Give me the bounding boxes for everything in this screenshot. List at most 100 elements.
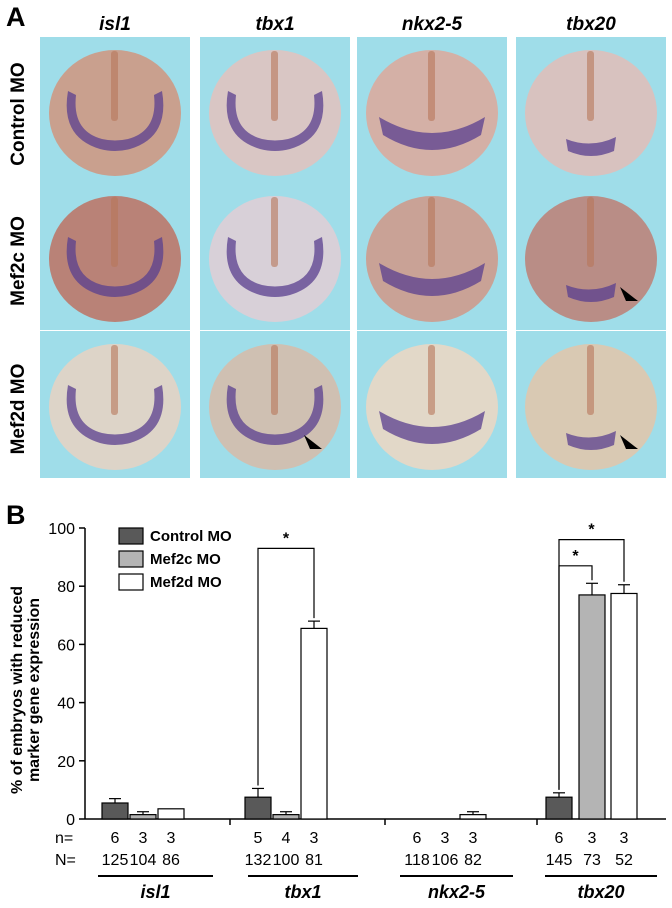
n-value: 5 (254, 830, 263, 847)
bar (101, 802, 129, 820)
significance-star: * (283, 530, 290, 547)
significance-bracket (257, 547, 315, 786)
n-value: 3 (441, 830, 450, 847)
panel-b-letter: B (6, 500, 26, 530)
n-value: 6 (413, 830, 422, 847)
neural-groove (111, 51, 118, 121)
column-header-nkx2-5: nkx2-5 (401, 14, 463, 35)
neural-groove (428, 197, 435, 267)
bar (610, 592, 638, 820)
N-value: 52 (615, 852, 633, 869)
n-value: 6 (555, 830, 564, 847)
embryo-image (200, 183, 350, 330)
gene-label: tbx20 (577, 882, 624, 902)
N-value: 81 (305, 852, 323, 869)
bar (300, 627, 328, 820)
marker-stain (226, 237, 324, 297)
N-label: N= (55, 852, 76, 869)
y-tick-label: 0 (66, 812, 75, 829)
n-value: 3 (588, 830, 597, 847)
column-header-tbx1: tbx1 (255, 14, 295, 35)
significance-bracket (558, 539, 625, 790)
n-value: 4 (282, 830, 291, 847)
bar (272, 814, 300, 820)
marker-stain (66, 91, 164, 151)
gene-label: tbx1 (284, 882, 321, 902)
gene-label: isl1 (140, 882, 170, 902)
embryo-image (40, 183, 190, 330)
embryo-image (200, 331, 350, 478)
legend-swatch (118, 550, 144, 568)
embryo-image (357, 183, 507, 330)
bar (157, 808, 185, 820)
bar (129, 814, 157, 820)
y-tick-label: 20 (57, 754, 75, 771)
N-value: 73 (583, 852, 601, 869)
embryo-image (516, 37, 666, 184)
neural-groove (271, 51, 278, 121)
n-value: 6 (111, 830, 120, 847)
y-tick-label: 60 (57, 637, 75, 654)
legend-label: Mef2c MO (150, 551, 221, 568)
y-axis-title: % of embryos with reducedmarker gene exp… (9, 586, 43, 794)
N-value: 104 (130, 852, 157, 869)
N-value: 125 (102, 852, 129, 869)
marker-stain (66, 385, 164, 445)
N-value: 82 (464, 852, 482, 869)
panel-a-letter: A (6, 2, 26, 32)
embryo-image (200, 37, 350, 184)
neural-groove (271, 197, 278, 267)
y-axis-title-line: % of embryos with reduced (9, 586, 26, 794)
embryo-image (357, 331, 507, 478)
n-value: 3 (167, 830, 176, 847)
legend-swatch (118, 573, 144, 591)
significance-star: * (572, 548, 579, 565)
marker-stain (566, 431, 616, 450)
embryo-image (40, 37, 190, 184)
neural-groove (587, 51, 594, 121)
column-header-tbx20: tbx20 (566, 14, 616, 35)
arrowhead-icon (620, 287, 638, 301)
bar-chart: 0 20 40 60 80 100 % of embryos with reducedmar… (9, 521, 666, 902)
n-label: n= (55, 830, 73, 847)
N-value: 118 (404, 852, 430, 869)
neural-groove (428, 345, 435, 415)
n-value: 3 (620, 830, 629, 847)
marker-stain (226, 91, 324, 151)
embryo-image (516, 183, 666, 330)
N-value: 106 (432, 852, 459, 869)
arrowhead-icon (304, 435, 322, 449)
row-header-mef2d-mo: Mef2d MO (8, 363, 29, 455)
y-tick-label: 100 (48, 521, 75, 538)
N-value: 100 (273, 852, 300, 869)
marker-stain (226, 385, 324, 445)
marker-stain (566, 283, 616, 302)
neural-groove (271, 345, 278, 415)
N-value: 132 (245, 852, 272, 869)
neural-groove (587, 345, 594, 415)
bar (244, 796, 272, 820)
neural-groove (428, 51, 435, 121)
embryo-image (40, 331, 190, 478)
embryo-image (516, 331, 666, 478)
legend-label: Mef2d MO (150, 574, 222, 591)
neural-groove (111, 345, 118, 415)
marker-stain (379, 117, 485, 150)
marker-stain (566, 137, 616, 156)
y-tick-label: 80 (57, 579, 75, 596)
row-header-mef2c-mo: Mef2c MO (8, 216, 29, 306)
N-value: 145 (546, 852, 573, 869)
legend-swatch (118, 527, 144, 545)
row-header-control-mo: Control MO (8, 62, 29, 166)
legend-label: Control MO (150, 528, 232, 545)
y-tick-label: 40 (57, 696, 75, 713)
significance-star: * (588, 522, 595, 539)
n-value: 3 (469, 830, 478, 847)
marker-stain (66, 237, 164, 297)
N-value: 86 (162, 852, 180, 869)
arrowhead-icon (620, 435, 638, 449)
gene-label: nkx2-5 (428, 882, 486, 902)
bar (545, 796, 573, 820)
neural-groove (587, 197, 594, 267)
neural-groove (111, 197, 118, 267)
